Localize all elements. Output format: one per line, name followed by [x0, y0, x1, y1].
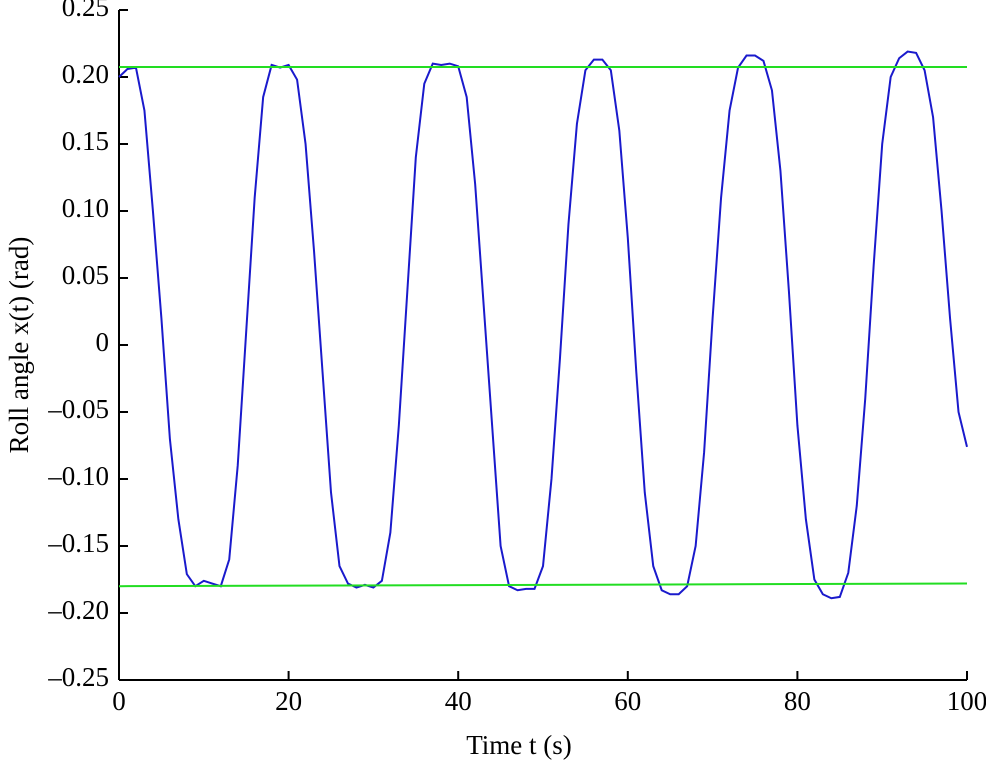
x-tick-label: 40	[445, 686, 472, 716]
data-line	[118, 582, 968, 588]
y-axis-label: Roll angle x(t) (rad)	[4, 237, 34, 454]
y-tick-label: –0.05	[47, 394, 109, 424]
y-tick-label: 0.25	[62, 0, 109, 22]
x-tick-label: 20	[275, 686, 302, 716]
y-tick-label: 0.05	[62, 260, 109, 290]
x-tick-label: 60	[614, 686, 641, 716]
x-tick-label: 0	[112, 686, 126, 716]
y-tick-label: –0.25	[47, 662, 109, 692]
y-tick-label: 0.20	[62, 59, 109, 89]
y-tick-label: 0.10	[62, 193, 109, 223]
y-tick-label: 0	[96, 327, 110, 357]
x-tick-label: 100	[947, 686, 986, 716]
data-line	[118, 50, 968, 600]
y-tick-label: 0.15	[62, 126, 109, 156]
y-tick-label: –0.15	[47, 528, 109, 558]
y-tick-label: –0.10	[47, 461, 109, 491]
x-tick-label: 80	[784, 686, 811, 716]
x-axis-label: Time t (s)	[466, 730, 572, 760]
y-tick-label: –0.20	[47, 595, 109, 625]
